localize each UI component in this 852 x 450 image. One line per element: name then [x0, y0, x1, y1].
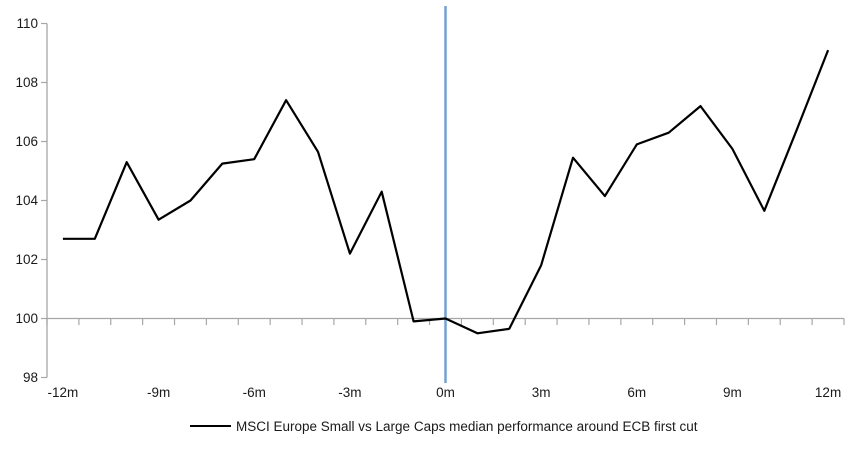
y-tick-label: 98	[23, 370, 38, 385]
x-tick-label: 12m	[815, 385, 841, 400]
y-tick-label: 102	[15, 252, 38, 267]
x-tick-label: 9m	[723, 385, 742, 400]
legend: MSCI Europe Small vs Large Caps median p…	[190, 418, 697, 434]
y-tick-label: 104	[15, 193, 38, 208]
x-tick-label: -3m	[338, 385, 361, 400]
y-tick-label: 100	[15, 311, 38, 326]
series-line	[62, 49, 830, 335]
x-tick-label: -6m	[243, 385, 266, 400]
x-tick-label: 3m	[532, 385, 551, 400]
x-tick-label: -12m	[48, 385, 79, 400]
y-tick-label: 106	[15, 134, 38, 149]
x-tick-label: 6m	[627, 385, 646, 400]
y-tick-label: 108	[15, 75, 38, 90]
legend-label: MSCI Europe Small vs Large Caps median p…	[236, 418, 698, 434]
legend-line-sample	[190, 425, 231, 427]
y-tick-label: 110	[16, 16, 38, 31]
x-tick-label: 0m	[436, 385, 455, 400]
x-tick-label: -9m	[147, 385, 170, 400]
